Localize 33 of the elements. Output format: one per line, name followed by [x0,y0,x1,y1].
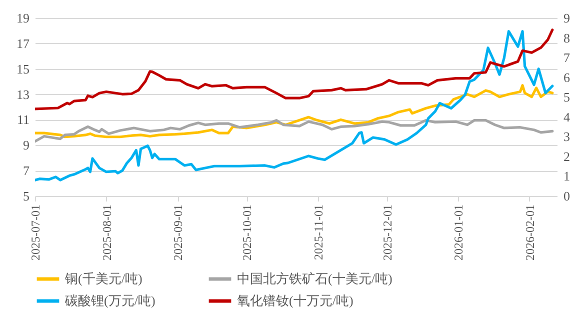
y-tick-label: 19 [16,10,30,26]
y2-tick-label: 4 [564,109,570,124]
y2-tick-label: 0 [564,188,570,204]
line-series [35,119,554,143]
legend-label: 铜(千美元/吨) [64,271,142,286]
y-tick-label: 7 [23,163,30,178]
y-tick-label: 13 [16,86,30,102]
y2-tick-label: 1 [564,168,570,184]
y2-tick-label: 9 [564,10,570,26]
y2-tick-label: 8 [564,30,570,46]
x-tick-label: 2025-10-01 [240,204,254,260]
y-tick-label: 15 [16,61,30,76]
y-tick-label: 9 [23,138,30,153]
line-series [35,28,554,110]
x-tick-label: 2026-01-01 [452,204,466,260]
x-tick-label: 2025-11-01 [311,204,326,260]
y2-tick-label: 3 [564,129,570,144]
x-tick-label: 2026-02-01 [522,204,537,260]
x-tick-label: 2025-07-01 [28,204,42,260]
x-tick-label: 2025-12-01 [380,204,394,260]
legend-label: 中国北方铁矿石(十美元/吨) [237,271,392,286]
x-tick-label: 2025-08-01 [100,204,114,260]
line-series [35,30,554,182]
legend-label: 氧化镨钕(十万元/吨) [237,293,354,308]
y-tick-label: 17 [16,36,30,51]
y-tick-label: 11 [16,112,30,128]
y2-tick-label: 7 [564,50,570,66]
y2-tick-label: 5 [564,90,570,105]
y-tick-label: 5 [23,188,30,204]
y2-tick-label: 2 [564,148,570,164]
y2-tick-label: 6 [564,70,570,85]
legend-label: 碳酸锂(万元/吨) [64,293,156,308]
x-tick-label: 2025-09-01 [171,204,186,260]
